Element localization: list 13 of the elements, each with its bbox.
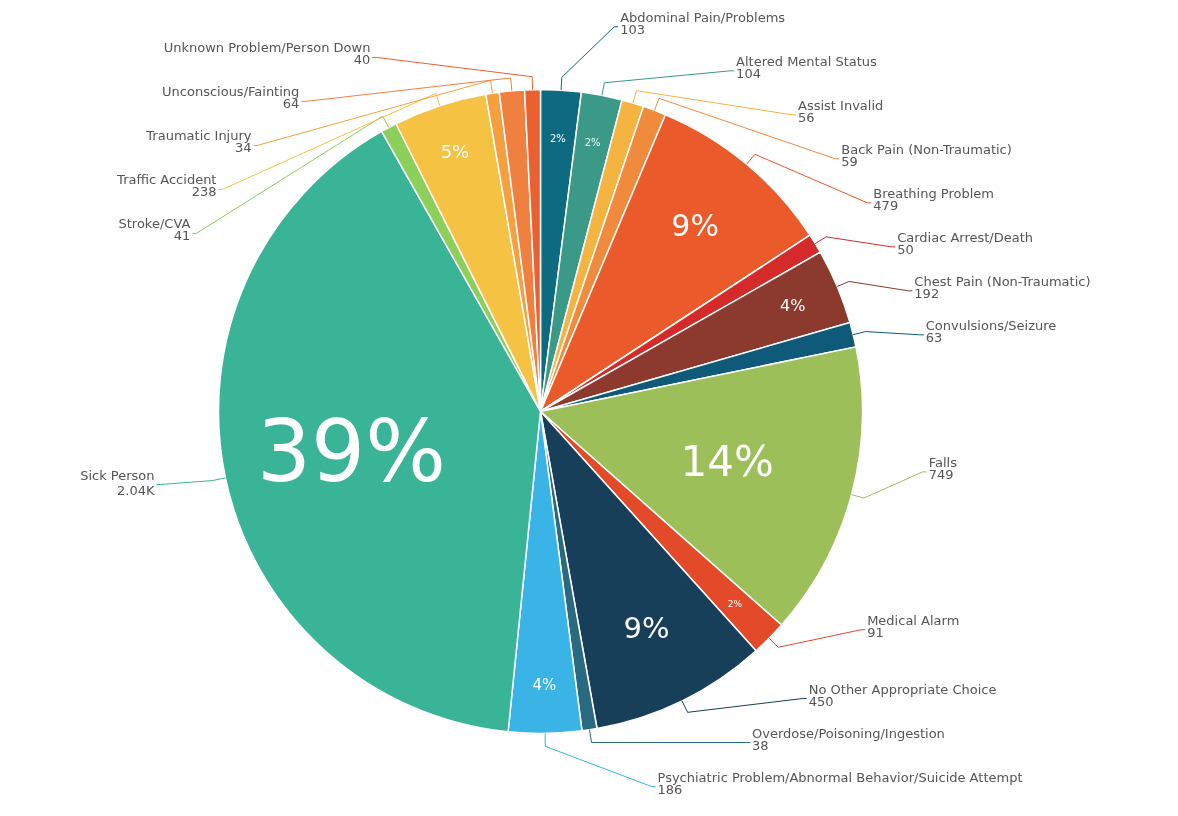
text: 9% — [671, 208, 719, 244]
text: 9% — [623, 611, 670, 646]
text: 2% — [550, 132, 566, 144]
slice-label: Traumatic Injury — [145, 128, 252, 144]
text: 14% — [680, 436, 774, 486]
slice-label: Sick Person — [80, 467, 155, 483]
text: 4% — [532, 676, 557, 695]
text: 2% — [584, 137, 601, 149]
text: 39% — [256, 401, 446, 501]
text: 4% — [780, 295, 806, 315]
data-label: 2.04K — [117, 482, 155, 498]
text: 2% — [727, 599, 742, 610]
text: 5% — [440, 141, 470, 163]
